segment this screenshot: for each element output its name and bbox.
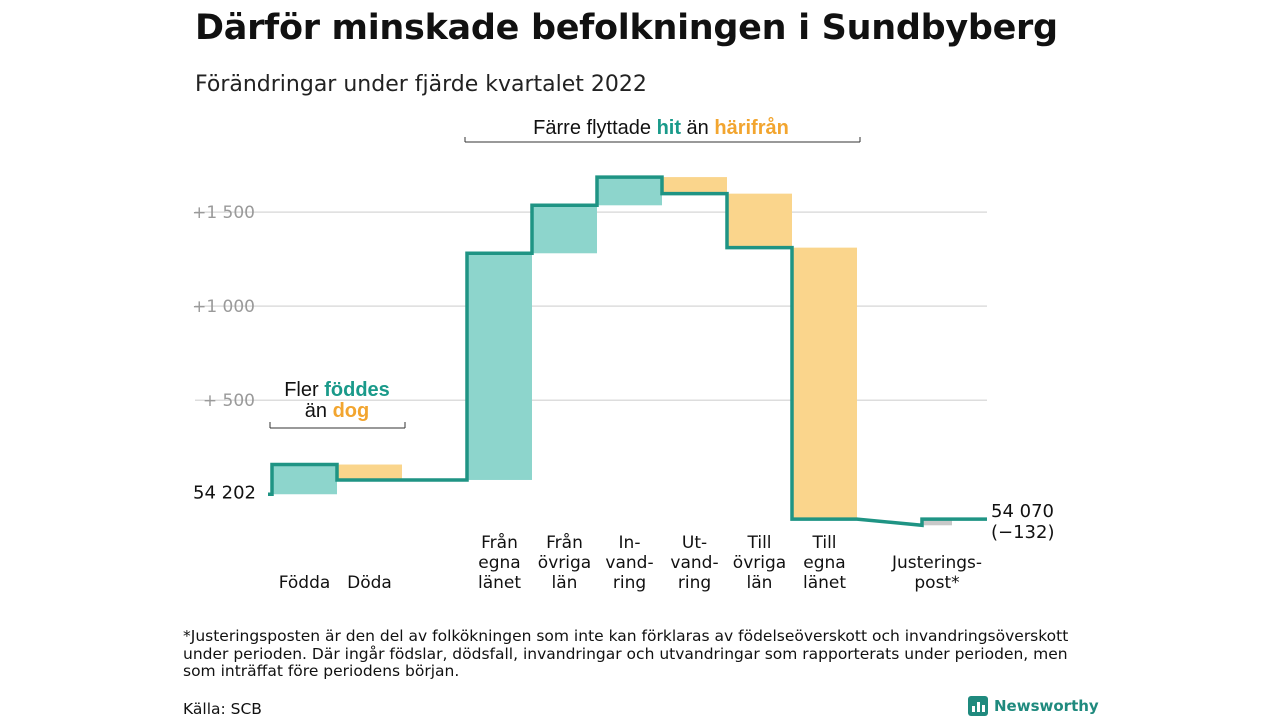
annotations: Färre flyttade hit än härifrån Fler födde… [269,116,861,429]
end-value-label: 54 070 [991,501,1054,522]
category-label: övriga [538,553,591,573]
category-label: län [552,573,578,593]
start-value-label: 54 202 [193,482,256,503]
bar-födda [272,464,337,495]
category-label: Från [481,532,518,553]
category-label: Justerings- [891,553,982,573]
brand-logo[interactable]: Newsworthy [968,696,1099,716]
chart-title: Därför minskade befolkningen i Sundbyber… [195,8,1058,48]
category-label: Till [811,533,836,553]
waterfall-chart: + 500 +1 000 +1 500 54 202 54 070(−132) Född… [192,116,1054,593]
cumulative-step-line [268,175,987,528]
y-tick-label: +1 000 [192,297,255,317]
migration-bracket [464,137,861,143]
bars [272,177,952,526]
category-label: post* [914,573,959,593]
bar-adjustment [922,519,952,526]
category-labels: Födda DödaFrånegnalänetFrånövrigalänIn-va… [279,532,982,593]
natural-annotation-line2: än dog [305,400,369,422]
bar-frånövrigalän [532,205,597,254]
category-label: Födda [279,573,331,593]
category-label: Ut- [682,533,707,553]
category-label: övriga [733,553,786,573]
category-label: län [747,573,773,593]
y-tick-label: +1 500 [192,203,255,223]
migration-annotation: Färre flyttade hit än härifrån [533,116,789,139]
category-label: Döda [347,573,392,593]
bar-tillövrigalän [727,193,792,248]
bar-chart-icon [968,696,988,716]
category-label: länet [803,573,846,593]
bar-utvandring [662,177,727,194]
y-tick-label: + 500 [203,391,255,411]
category-label: vand- [605,553,653,573]
source-label: Källa: SCB [183,700,262,718]
category-label: In- [619,533,641,553]
category-label: Från [546,532,583,553]
end-change-label: (−132) [991,522,1054,543]
natural-annotation-line1: Fler föddes [284,379,390,401]
step-line [268,175,987,528]
category-label: ring [678,573,711,593]
bar-invandring [597,177,662,206]
chart-subtitle: Förändringar under fjärde kvartalet 2022 [195,72,647,97]
y-tick-labels: + 500 +1 000 +1 500 54 202 54 070(−132) [192,203,1054,543]
category-label: egna [478,553,520,573]
bar-tillegnalänet [792,247,857,520]
category-label: Till [746,533,771,553]
category-label: ring [613,573,646,593]
bar-frånegnalänet [467,253,532,480]
bar-döda [337,464,402,480]
brand-name: Newsworthy [994,697,1099,715]
category-label: vand- [670,553,718,573]
natural-bracket [269,422,406,429]
footnote: *Justeringsposten är den del av folkökni… [183,627,1069,680]
category-label: egna [803,553,845,573]
category-label: länet [478,573,521,593]
